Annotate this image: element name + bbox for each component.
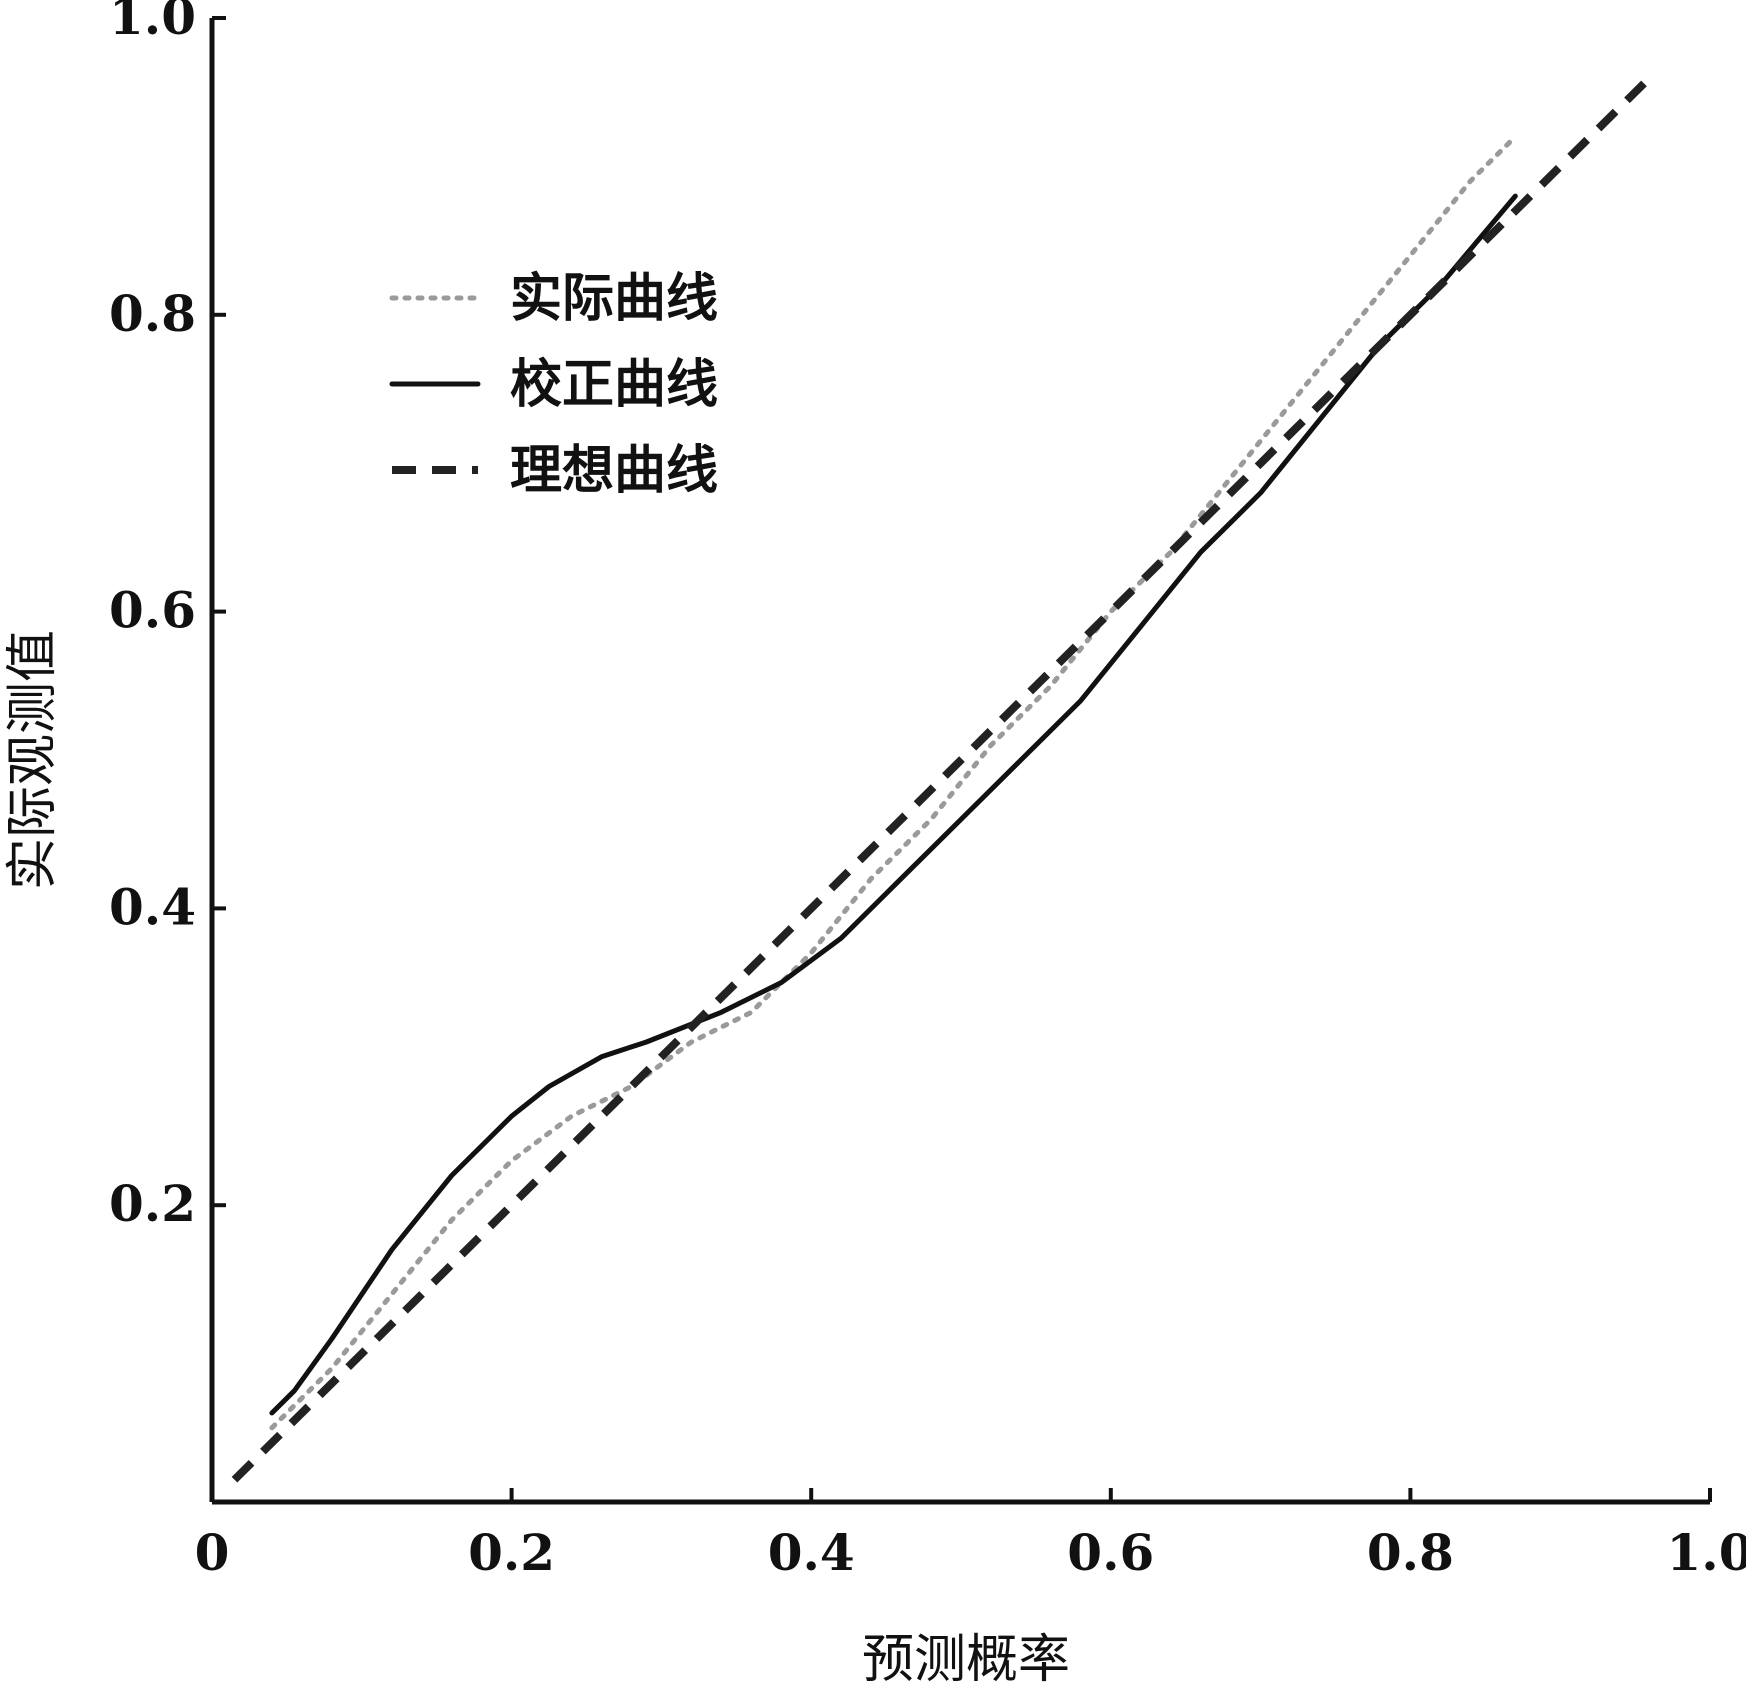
series-line-2 — [269, 193, 1518, 1416]
axes — [209, 18, 1710, 1505]
y-tick-label: 1.0 — [109, 0, 196, 46]
x-tick-label: 0.6 — [1067, 1523, 1154, 1582]
x-tick-label: 0.4 — [768, 1523, 855, 1582]
series-line-3 — [231, 74, 1653, 1483]
y-tick-label: 0.6 — [109, 581, 196, 640]
ticks: 0 0.2 0.4 0.6 0.8 1.0 0.2 0.4 0.6 0.8 1.0 — [109, 0, 1746, 1582]
series — [231, 74, 1653, 1483]
series-line-1 — [269, 134, 1518, 1431]
legend-label-1: 实际曲线 — [510, 269, 718, 329]
x-axis-title: 预测概率 — [862, 1630, 1070, 1690]
legend-label-2: 校正曲线 — [510, 355, 718, 415]
x-tick-label: 1.0 — [1667, 1523, 1746, 1582]
x-tick-label: 0.8 — [1367, 1523, 1454, 1582]
x-tick-label: 0 — [195, 1523, 230, 1582]
y-axis-title: 实际观测值 — [3, 630, 63, 890]
x-tick-label: 0.2 — [468, 1523, 555, 1582]
legend-label-3: 理想曲线 — [510, 441, 718, 501]
y-tick-label: 0.8 — [109, 284, 196, 343]
y-tick-label: 0.4 — [109, 877, 196, 936]
y-tick-label: 0.2 — [109, 1174, 196, 1233]
